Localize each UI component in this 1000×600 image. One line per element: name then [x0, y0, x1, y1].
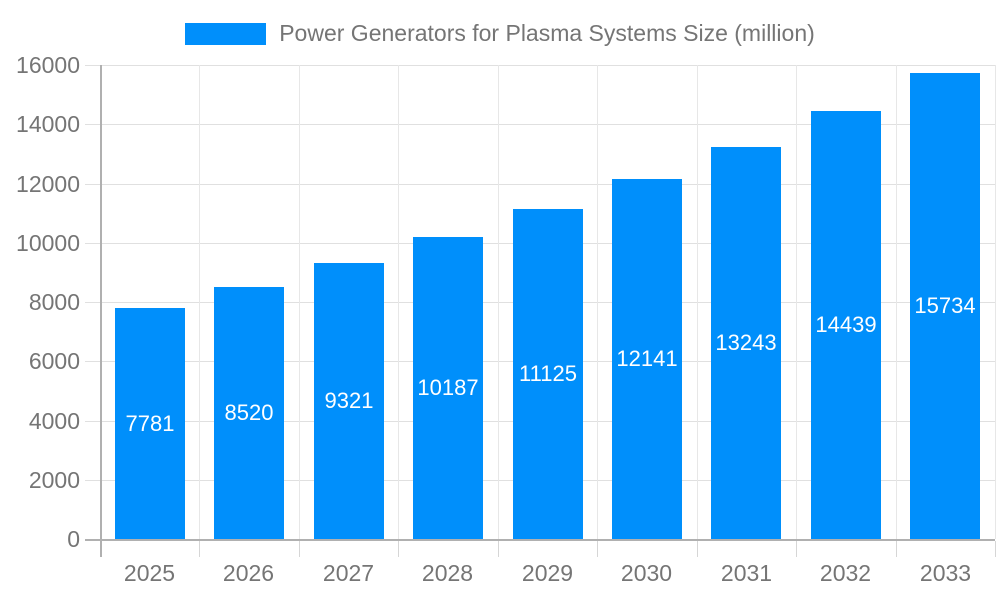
bar-2028[interactable]: 10187: [413, 237, 483, 539]
gridline-v: [697, 65, 698, 539]
bar-2025[interactable]: 7781: [115, 308, 185, 539]
x-axis-tick: [697, 541, 698, 557]
gridline-h: [85, 184, 995, 185]
gridline-v: [299, 65, 300, 539]
bar-2030[interactable]: 12141: [612, 179, 682, 539]
chart-title: Power Generators for Plasma Systems Size…: [279, 20, 815, 46]
bar-value-label: 13243: [715, 330, 777, 355]
bar-2029[interactable]: 11125: [513, 209, 583, 539]
x-axis-category-label: 2031: [720, 560, 773, 586]
bar-value-label: 11125: [519, 361, 577, 386]
x-axis-tick: [995, 541, 996, 557]
bar-2027[interactable]: 9321: [314, 263, 384, 539]
y-axis-tick-label: 16000: [16, 52, 80, 78]
gridline-h: [85, 65, 995, 66]
x-axis-line: [85, 539, 995, 541]
y-axis-tick-label: 10000: [16, 230, 80, 256]
chart-legend[interactable]: Power Generators for Plasma Systems Size…: [0, 20, 1000, 47]
gridline-v: [199, 65, 200, 539]
gridline-h: [85, 124, 995, 125]
x-axis-category-label: 2032: [819, 560, 872, 586]
y-axis-tick-label: 8000: [28, 289, 80, 315]
x-axis-tick: [597, 541, 598, 557]
x-axis-tick: [498, 541, 499, 557]
y-axis-tick-label: 2000: [28, 467, 80, 493]
x-axis-category-label: 2033: [919, 560, 972, 586]
y-axis-tick-label: 12000: [16, 171, 80, 197]
gridline-v: [995, 65, 996, 539]
bar-value-label: 7781: [125, 410, 175, 436]
y-axis-tick-label: 0: [67, 526, 80, 552]
gridline-v: [896, 65, 897, 539]
bar-2032[interactable]: 14439: [811, 111, 881, 539]
x-axis-category-label: 2029: [521, 560, 574, 586]
x-axis-tick: [398, 541, 399, 557]
x-axis-tick: [796, 541, 797, 557]
x-axis-category-label: 2025: [123, 560, 176, 586]
y-axis-tick-label: 4000: [28, 408, 80, 434]
x-axis-category-label: 2027: [322, 560, 375, 586]
x-axis-category-label: 2026: [222, 560, 275, 586]
bar-2026[interactable]: 8520: [214, 287, 284, 539]
bar-value-label: 10187: [417, 375, 479, 400]
gridline-v: [796, 65, 797, 539]
bar-2033[interactable]: 15734: [910, 73, 980, 539]
gridline-v: [597, 65, 598, 539]
bar-value-label: 9321: [324, 388, 374, 413]
y-axis-line: [100, 65, 102, 557]
bar-value-label: 12141: [616, 346, 678, 371]
bar-2031[interactable]: 13243: [711, 147, 781, 539]
y-axis-tick-label: 6000: [28, 348, 80, 374]
bar-value-label: 15734: [914, 293, 976, 318]
bar-value-label: 8520: [224, 400, 274, 425]
x-axis-tick: [199, 541, 200, 557]
y-axis-tick-label: 14000: [16, 111, 80, 137]
gridline-v: [498, 65, 499, 539]
x-axis-tick: [299, 541, 300, 557]
bar-value-label: 14439: [815, 312, 877, 337]
gridline-v: [398, 65, 399, 539]
x-axis-tick: [896, 541, 897, 557]
x-axis-category-label: 2028: [421, 560, 474, 586]
legend-swatch: [185, 22, 267, 45]
x-axis-category-label: 2030: [620, 560, 673, 586]
